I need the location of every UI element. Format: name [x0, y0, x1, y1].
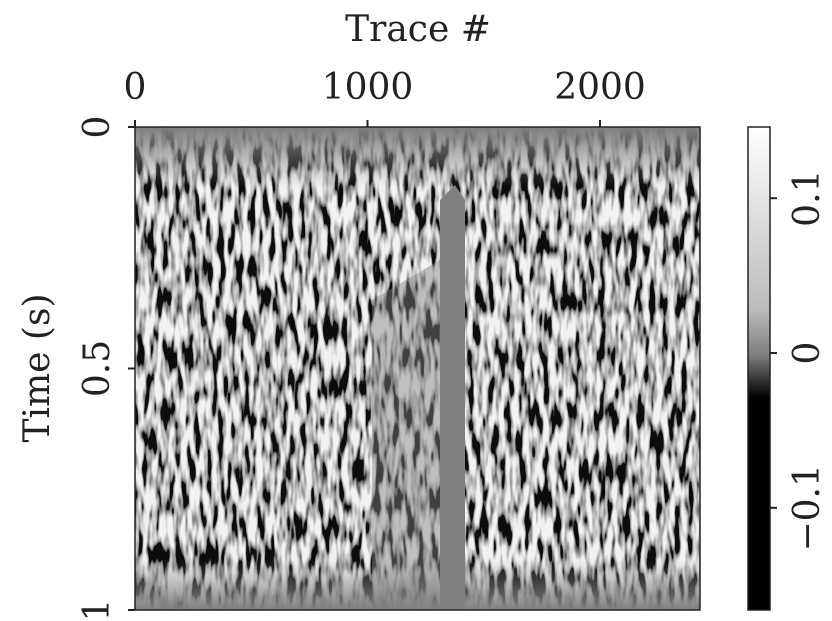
colorbar-tick-label: −0.1	[787, 464, 828, 551]
colorbar	[747, 126, 771, 611]
x-tick-label: 0	[124, 67, 147, 108]
x-tick-label: 1000	[322, 67, 414, 108]
y-tick-label: 0	[77, 116, 118, 139]
y-axis-label: Time (s)	[17, 294, 58, 443]
y-tick-label: 1	[77, 599, 118, 621]
colorbar-tick-label: 0	[787, 342, 828, 365]
x-tick-label: 2000	[554, 67, 646, 108]
colorbar-tick-label: 0.1	[787, 170, 828, 227]
seismic-image	[135, 127, 700, 610]
x-axis-label: Trace #	[345, 9, 491, 50]
y-tick-label: 0.5	[77, 340, 118, 397]
